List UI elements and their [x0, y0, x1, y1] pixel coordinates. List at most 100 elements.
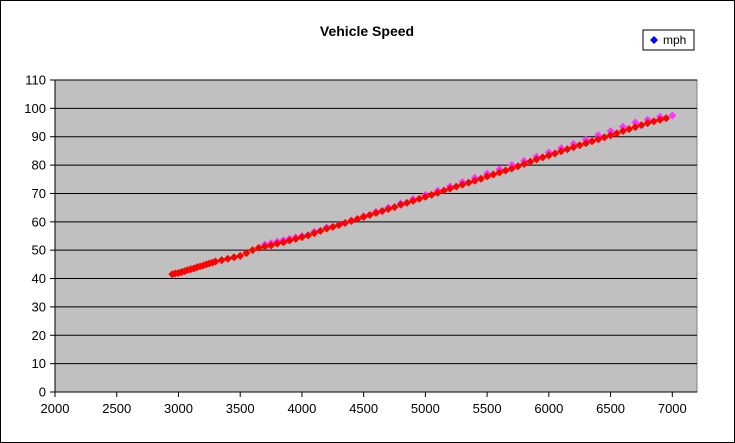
data-point	[384, 205, 393, 214]
data-point	[513, 162, 522, 171]
data-point	[217, 256, 226, 265]
x-tick-label: 3000	[164, 401, 193, 416]
y-tick-label: 110	[25, 73, 46, 88]
data-point	[668, 111, 677, 120]
data-point	[662, 114, 671, 123]
data-point	[606, 131, 615, 140]
y-tick-label: 50	[32, 243, 46, 258]
x-tick-label: 3500	[226, 401, 255, 416]
data-point	[520, 159, 529, 168]
data-point	[439, 186, 448, 195]
chart-title: Vehicle Speed	[320, 23, 414, 39]
data-point	[470, 176, 479, 185]
data-point	[378, 207, 387, 216]
data-point	[557, 147, 566, 156]
data-point	[396, 200, 405, 209]
data-point	[279, 238, 288, 247]
x-tick-label: 5500	[473, 401, 502, 416]
x-tick-labels: 2000 2500 3000 3500 4000 4500 5000 5500 6000 6500…	[41, 401, 687, 416]
x-tick-label: 2000	[41, 401, 70, 416]
data-point	[501, 166, 510, 175]
gridlines	[55, 79, 697, 365]
data-point	[254, 243, 263, 252]
data-point	[402, 198, 411, 207]
x-tick-label: 6500	[596, 401, 625, 416]
data-point	[575, 141, 584, 150]
data-point	[285, 236, 294, 245]
y-tick-label: 70	[32, 186, 46, 201]
data-point	[273, 239, 282, 248]
data-point	[230, 253, 239, 262]
data-point	[637, 121, 646, 130]
y-tick-label: 100	[24, 101, 46, 116]
data-points	[168, 111, 677, 279]
data-point	[600, 133, 609, 142]
data-point	[334, 220, 343, 229]
data-point	[409, 196, 418, 205]
data-point	[495, 168, 504, 177]
y-tick-label: 40	[32, 271, 46, 286]
data-point	[390, 203, 399, 212]
data-point	[464, 178, 473, 187]
data-point	[322, 224, 331, 233]
data-point	[365, 211, 374, 220]
data-point	[236, 251, 245, 260]
data-point	[353, 214, 362, 223]
data-point	[649, 117, 658, 126]
y-tick-labels: 0 10 20 30 40 50 60 70 80 90 100 110	[24, 73, 46, 400]
plot-background	[54, 79, 698, 393]
data-point	[581, 139, 590, 148]
plot-area	[54, 79, 698, 393]
data-point	[452, 182, 461, 191]
data-point	[507, 164, 516, 173]
data-point	[427, 190, 436, 199]
data-point	[625, 125, 634, 134]
data-point	[328, 222, 337, 231]
data-point	[297, 233, 306, 242]
data-point	[316, 226, 325, 235]
data-point	[458, 180, 467, 189]
data-point	[588, 137, 597, 146]
data-point	[594, 135, 603, 144]
y-tick-label: 60	[32, 214, 46, 229]
data-point	[415, 194, 424, 203]
data-point	[526, 157, 535, 166]
data-point	[532, 155, 541, 164]
series-secondary	[168, 114, 671, 279]
data-point	[551, 149, 560, 158]
data-point	[544, 151, 553, 160]
data-point	[242, 249, 251, 258]
data-point	[421, 192, 430, 201]
x-tick-label: 4500	[349, 401, 378, 416]
data-point	[433, 188, 442, 197]
data-point	[612, 129, 621, 138]
legend: mph	[642, 29, 695, 51]
y-tick-label: 10	[32, 356, 46, 371]
data-point	[655, 115, 664, 124]
y-tick-label: 20	[32, 328, 46, 343]
data-point	[347, 216, 356, 225]
y-tick-label: 80	[32, 158, 46, 173]
data-point	[310, 229, 319, 238]
data-point	[489, 170, 498, 179]
data-point	[569, 143, 578, 152]
legend-marker-icon	[650, 36, 658, 44]
x-tick-label: 5000	[411, 401, 440, 416]
data-point	[291, 234, 300, 243]
data-point	[606, 127, 615, 136]
data-point	[618, 122, 627, 131]
x-tick-label: 2500	[102, 401, 131, 416]
data-point	[483, 172, 492, 181]
y-tick-label: 30	[32, 299, 46, 314]
data-point	[643, 119, 652, 128]
data-point	[304, 231, 313, 240]
data-point	[267, 241, 276, 250]
data-point	[631, 123, 640, 132]
data-point	[223, 254, 232, 263]
data-point	[260, 242, 269, 251]
data-point	[372, 209, 380, 218]
data-point	[631, 118, 640, 127]
data-point	[446, 184, 455, 193]
x-tick-label: 6000	[534, 401, 563, 416]
